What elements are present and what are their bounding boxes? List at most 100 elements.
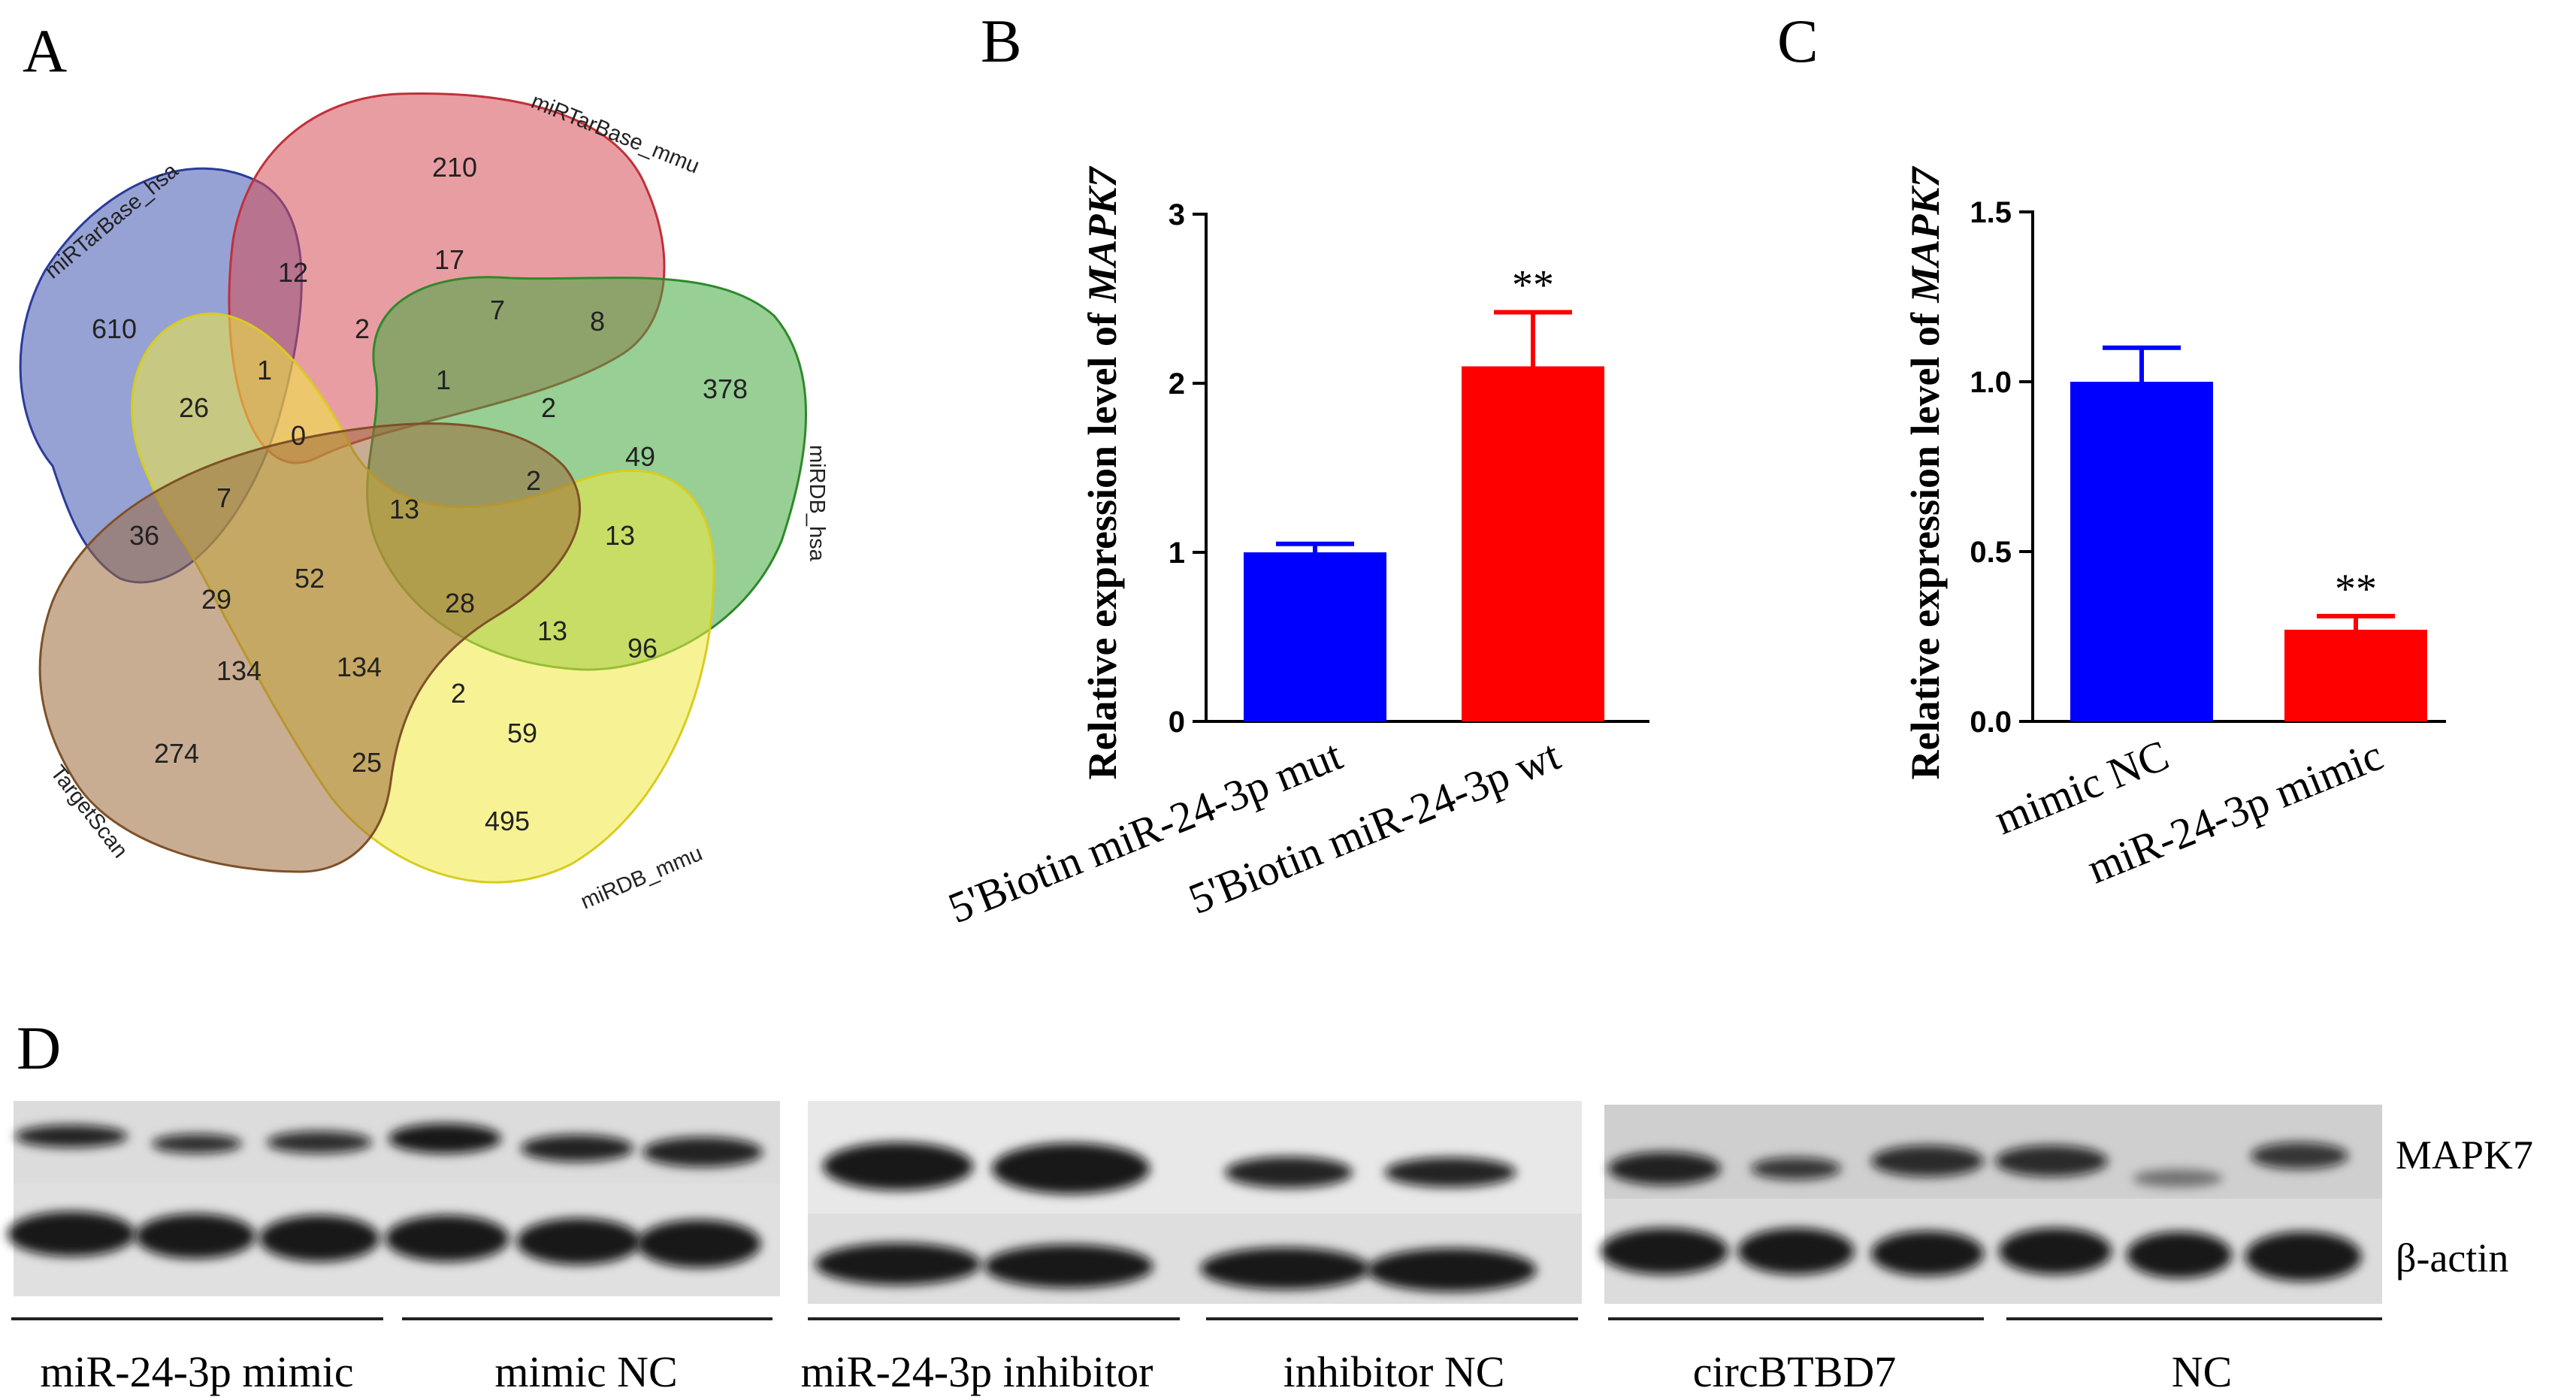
venn-region-count: 13	[389, 494, 419, 525]
blot-band	[823, 1142, 973, 1190]
blot-band	[385, 1215, 509, 1262]
y-tick-label: 1.5	[1970, 196, 2012, 229]
venn-label-mirdb-hsa: miRDB_hsa	[805, 445, 829, 562]
blot-band	[1601, 1228, 1728, 1275]
y-tick-label: 3	[1169, 198, 1185, 231]
blot-band	[135, 1214, 255, 1259]
venn-region-count: 134	[337, 652, 382, 682]
venn-diagram: 610 210 378 495 274 12 17 7 8 2 1 26 1 0 2 49 7 13 2 13 36 52…	[19, 89, 829, 915]
venn-region-count: 28	[445, 588, 475, 618]
venn-region-count: 12	[278, 257, 308, 288]
venn-region-count: 7	[490, 295, 505, 325]
x-tick-label: 5'Biotin miR-24-3p wt	[1182, 730, 1567, 924]
blot-band	[267, 1131, 372, 1154]
blot-group-label: mimic NC	[494, 1347, 677, 1396]
venn-label-mirdb-mmu: miRDB_mmu	[577, 842, 706, 915]
significance-marker: **	[1512, 262, 1554, 309]
blot-band	[1200, 1247, 1370, 1290]
venn-region-count: 495	[485, 806, 530, 836]
blot-band	[1608, 1152, 1721, 1185]
blot-group-label: miR-24-3p inhibitor	[801, 1347, 1153, 1396]
blot-band	[1367, 1248, 1537, 1292]
blot-band	[1999, 1228, 2112, 1275]
blot-band	[15, 1125, 128, 1148]
blot-band	[8, 1211, 135, 1256]
venn-region-count: 26	[179, 392, 209, 423]
bar	[2070, 382, 2213, 721]
blot-band	[1737, 1228, 1855, 1275]
venn-region-count: 210	[432, 152, 477, 183]
panel-label-b: B	[981, 7, 1022, 75]
venn-region-count: 2	[451, 678, 466, 709]
y-axis-label: Relative expression level of MAPK7	[1903, 166, 1948, 780]
blot-band	[521, 1135, 633, 1162]
venn-region-count: 610	[92, 313, 137, 344]
venn-set-targetscan	[38, 422, 582, 873]
venn-region-count: 378	[703, 373, 748, 404]
venn-region-count: 36	[129, 520, 159, 551]
blot-band	[984, 1244, 1153, 1288]
venn-region-count: 13	[537, 615, 567, 646]
blot-band	[2133, 1169, 2223, 1187]
venn-region-count: 1	[436, 364, 451, 395]
blot-band	[1871, 1145, 1984, 1177]
y-tick-label: 2	[1169, 367, 1185, 401]
venn-region-count: 13	[605, 520, 635, 551]
y-tick-label: 1.0	[1970, 366, 2012, 399]
venn-region-count: 134	[216, 655, 262, 686]
blot-group-label: miR-24-3p mimic	[40, 1347, 353, 1396]
panel-label-a: A	[23, 17, 67, 85]
y-axis-label: Relative expression level of MAPK7	[1080, 166, 1125, 780]
venn-region-count: 49	[625, 441, 655, 472]
blot-band	[2245, 1232, 2362, 1281]
blot-group-label: circBTBD7	[1693, 1347, 1897, 1396]
blot-band	[815, 1243, 981, 1285]
blot-protein-beta-actin: β-actin	[2396, 1235, 2508, 1281]
venn-region-count: 52	[295, 563, 325, 594]
bar	[2284, 629, 2427, 721]
blot-protein-mapk7: MAPK7	[2396, 1132, 2533, 1178]
blot-group-label: NC	[2172, 1347, 2233, 1396]
blot-band	[1384, 1157, 1516, 1187]
venn-region-count: 0	[291, 420, 306, 451]
blot-band	[642, 1137, 763, 1167]
blot-band	[1225, 1157, 1353, 1188]
x-tick-label: 5'Biotin miR-24-3p mut	[942, 730, 1349, 933]
blot-band	[1995, 1145, 2108, 1177]
blot-band	[636, 1220, 761, 1268]
panel-label-c: C	[1777, 7, 1819, 75]
venn-region-count: 29	[201, 584, 231, 615]
blot-band	[259, 1215, 379, 1262]
venn-region-count: 2	[355, 313, 370, 344]
venn-region-count: 2	[541, 392, 556, 423]
significance-marker: **	[2335, 566, 2377, 612]
blot-band	[992, 1143, 1150, 1194]
blot-band	[1751, 1157, 1841, 1180]
venn-region-count: 1	[257, 355, 272, 386]
blot-band	[516, 1218, 641, 1265]
venn-region-count: 7	[216, 482, 231, 513]
venn-region-count: 2	[526, 465, 541, 496]
y-tick-label: 0.5	[1970, 536, 2012, 569]
blot-band	[2251, 1142, 2348, 1169]
venn-region-count: 25	[352, 747, 382, 778]
blot-band	[152, 1134, 242, 1154]
blot-band	[389, 1123, 501, 1154]
panel-label-d: D	[17, 1014, 61, 1082]
venn-region-count: 17	[434, 244, 464, 275]
y-tick-label: 0	[1169, 706, 1185, 739]
blot-group-label: inhibitor NC	[1283, 1347, 1505, 1396]
western-blot: MAPK7 β-actin miR-24-3p mimic mimic NC m…	[8, 1101, 2533, 1396]
y-tick-label: 1	[1169, 537, 1185, 570]
blot-band	[2127, 1232, 2232, 1278]
y-tick-label: 0.0	[1970, 706, 2012, 739]
venn-region-count: 59	[507, 718, 537, 748]
venn-region-count: 96	[627, 633, 658, 664]
blot-band	[1871, 1231, 1984, 1276]
venn-region-count: 8	[590, 306, 605, 337]
bar	[1244, 552, 1386, 721]
venn-region-count: 274	[154, 738, 199, 769]
bar	[1462, 366, 1604, 721]
